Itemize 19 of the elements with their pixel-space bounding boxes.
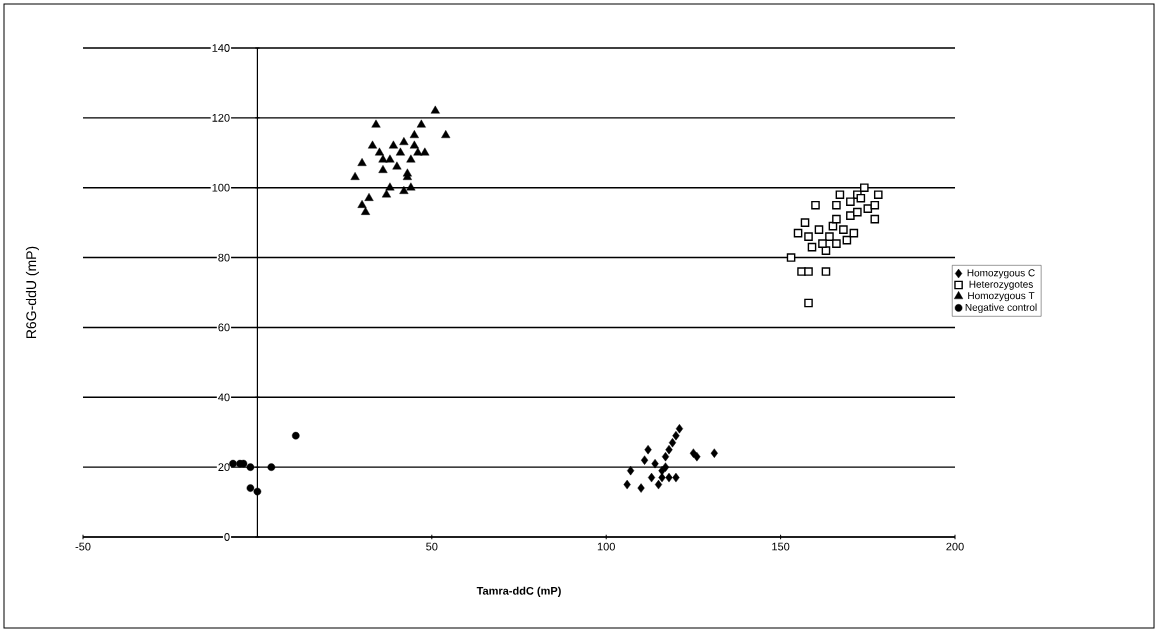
y-tick-label: 60 [218, 323, 230, 332]
legend-label: Homozygous C [967, 269, 1035, 279]
x-axis-title: Tamra-ddC (mP) [476, 586, 561, 597]
y-tick-label: 20 [218, 463, 230, 472]
y-tick-label: 80 [218, 253, 230, 262]
legend-label: Homozygous T [968, 292, 1035, 302]
x-tick-label: 100 [597, 542, 615, 551]
x-tick-label: -50 [75, 542, 91, 551]
y-axis-title: R6G-ddU (mP) [25, 246, 39, 339]
x-tick-label: 150 [772, 542, 790, 551]
y-tick-label: 140 [212, 44, 230, 52]
y-tick-label: 0 [224, 533, 230, 541]
x-tick-label: 200 [946, 542, 964, 551]
y-tick-label: 40 [218, 393, 230, 402]
y-tick-label: 120 [212, 113, 230, 122]
legend-label: Heterozygotes [969, 280, 1033, 290]
y-tick-label: 100 [212, 183, 230, 192]
legend-label: Negative control [965, 303, 1037, 313]
x-tick-label: 50 [426, 542, 438, 551]
